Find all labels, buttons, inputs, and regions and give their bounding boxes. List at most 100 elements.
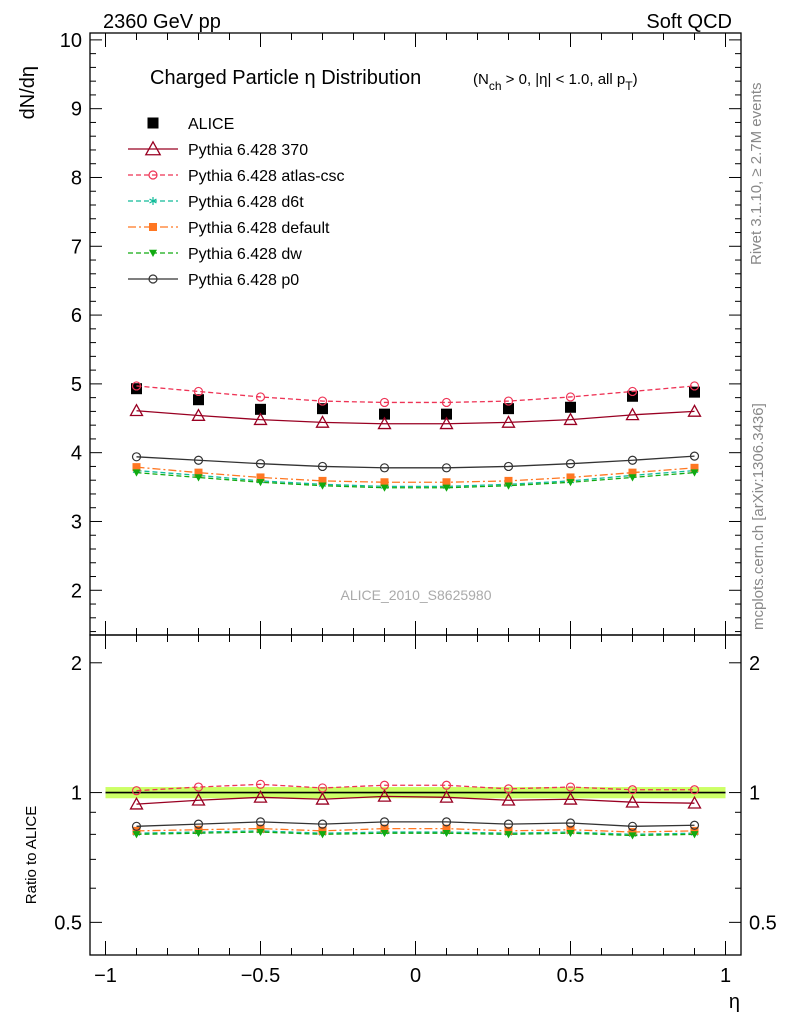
ratio-point-p370	[563, 791, 578, 805]
main-line-default	[136, 466, 695, 483]
legend-item-default: Pythia 6.428 default	[128, 220, 330, 237]
main-point-atlas_csc	[131, 381, 142, 391]
legend-marker-d6t-stroke-2	[149, 198, 157, 204]
main-point-p0	[565, 459, 576, 469]
main-point-dw	[442, 484, 451, 492]
legend-marker-d6t	[149, 197, 157, 205]
title-cond-open: (N	[473, 71, 489, 88]
ratio-line-p370	[136, 795, 695, 805]
ratio-point-p370	[625, 794, 640, 808]
ratio-point-atlas_csc	[193, 782, 204, 792]
main-point-p370	[315, 415, 330, 428]
main-point-atlas_csc	[193, 386, 204, 397]
title-cond-mid: > 0, |η| < 1.0, all p	[502, 71, 626, 88]
ratio-point-atlas_csc	[503, 784, 514, 794]
ratio-point-dw	[504, 831, 513, 839]
main-point-p0	[627, 455, 638, 465]
ratio-point-p0	[441, 817, 452, 827]
main-panel: 2 3 4 5 6 7 8 9 10 dN/dη ALICE_2010_S8625980 Cha…	[17, 30, 742, 636]
ratio-series	[129, 779, 702, 840]
ratio-y-tick-label-left: 1	[71, 783, 82, 805]
main-series-p0	[131, 451, 700, 473]
ratio-line-default	[136, 827, 695, 833]
ratio-y-tick-label-right: 2	[749, 653, 760, 675]
ratio-point-p0	[131, 821, 142, 831]
main-point-atlas_csc	[503, 396, 514, 406]
ratio-y-axis-label: Ratio to ALICE	[23, 806, 40, 904]
ratio-point-default	[628, 828, 637, 837]
ratio-point-default	[442, 824, 451, 833]
main-point-default	[194, 468, 203, 477]
main-line-dw	[136, 471, 695, 489]
main-point-p370	[129, 403, 144, 417]
main-point-p370	[501, 415, 516, 428]
ratio-point-p0	[627, 821, 638, 831]
main-y-tick-label: 9	[71, 99, 82, 121]
main-point-dw	[256, 479, 265, 487]
category-label: Soft QCD	[646, 11, 732, 33]
ratio-point-default	[690, 826, 699, 835]
main-point-default	[380, 478, 389, 487]
main-point-alice	[193, 394, 204, 406]
main-point-alice	[689, 386, 700, 398]
ratio-point-atlas_csc	[689, 785, 700, 795]
ratio-y-tick-label-left: 0.5	[54, 912, 82, 934]
main-point-alice	[503, 403, 514, 415]
ratio-point-atlas_csc	[379, 780, 390, 790]
ratio-point-p370	[501, 792, 516, 806]
ratio-series-atlas_csc	[131, 779, 700, 796]
main-y-tick-label: 5	[71, 374, 82, 396]
main-point-atlas_csc	[255, 392, 266, 402]
ratio-point-p370	[377, 789, 392, 802]
x-tick-label: 1	[720, 965, 731, 987]
main-point-default	[132, 463, 141, 472]
main-point-atlas_csc	[317, 396, 328, 406]
ratio-point-dw	[566, 829, 575, 838]
ratio-panel: 0.5 0.5 1 1 2 2 −1 −0.5 0 0.5 1 Ratio to ALICE η	[23, 634, 777, 1013]
ratio-point-atlas_csc	[565, 782, 576, 792]
ratio-point-p0	[379, 817, 390, 827]
ratio-point-dw	[442, 829, 451, 838]
x-tick-label: 0.5	[557, 965, 585, 987]
mcplots-label: mcplots.cern.ch [arXiv:1306.3436]	[750, 403, 767, 630]
ratio-point-atlas_csc	[441, 780, 452, 790]
main-point-alice	[379, 408, 390, 420]
ratio-y-tick-label-left: 2	[71, 653, 82, 675]
ratio-line-dw	[136, 831, 695, 837]
ratio-point-p0	[565, 818, 576, 828]
main-point-atlas_csc	[689, 381, 700, 391]
ratio-point-atlas_csc	[317, 783, 328, 793]
main-point-dw	[504, 482, 513, 490]
main-point-alice	[565, 401, 576, 413]
ratio-point-p0	[689, 820, 700, 830]
main-point-default	[566, 473, 575, 482]
ratio-point-p0	[317, 819, 328, 829]
ratio-series-default	[132, 824, 699, 837]
main-point-default	[628, 468, 637, 477]
legend-item-dw: Pythia 6.428 dw	[128, 246, 302, 263]
legend-marker-p370	[144, 140, 162, 156]
ratio-line-p0	[136, 821, 695, 827]
main-y-tick-label: 2	[71, 580, 82, 602]
main-line-p370	[136, 410, 695, 425]
main-line-atlas_csc	[136, 385, 695, 404]
legend-marker-dw	[149, 249, 157, 257]
main-point-p370	[625, 407, 640, 421]
main-point-dw	[690, 469, 699, 477]
ratio-point-p370	[191, 792, 206, 806]
main-y-axis-label: dN/dη	[17, 66, 39, 119]
ratio-x-ticks: −1 −0.5 0 0.5 1	[94, 635, 731, 987]
ratio-point-atlas_csc	[255, 779, 266, 789]
main-line-d6t	[136, 469, 695, 488]
ratio-point-p370	[253, 789, 268, 803]
chart-title-condition: (Nch > 0, |η| < 1.0, all pT)	[473, 71, 638, 93]
main-point-dw	[194, 474, 203, 482]
main-point-p0	[255, 459, 266, 469]
ratio-point-atlas_csc	[131, 786, 142, 796]
rivet-label: Rivet 3.1.10, ≥ 2.7M events	[748, 83, 765, 266]
ratio-point-p0	[503, 819, 514, 829]
main-point-p0	[441, 463, 452, 473]
ratio-point-default	[380, 824, 389, 833]
chart-title: Charged Particle η Distribution	[150, 67, 421, 89]
main-y-tick-label: 8	[71, 167, 82, 189]
